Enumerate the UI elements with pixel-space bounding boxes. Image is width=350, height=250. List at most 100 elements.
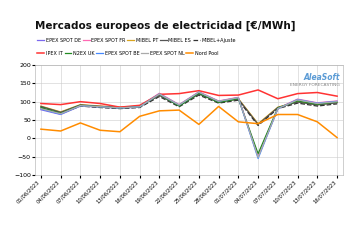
MIBEL+Ajuste [177,105,181,108]
MIBEL PT [78,103,83,106]
EPEX SPOT FR [39,107,43,110]
MIBEL+Ajuste [78,104,83,108]
EPEX SPOT DE [138,106,142,109]
MIBEL ES [197,92,201,96]
MIBEL PT [335,101,339,104]
EPEX SPOT FR [197,90,201,93]
Nord Pool [58,130,63,132]
EPEX SPOT DE [58,113,63,116]
MIBEL ES [157,94,161,97]
IPEX IT [335,95,339,98]
EPEX SPOT DE [39,108,43,111]
N2EX UK [118,106,122,110]
IPEX IT [78,100,83,103]
MIBEL PT [98,104,102,108]
EPEX SPOT NL [315,102,320,105]
MIBEL PT [315,103,320,106]
N2EX UK [78,104,83,107]
EPEX SPOT FR [78,104,83,107]
MIBEL+Ajuste [138,106,142,109]
EPEX SPOT BE [197,91,201,94]
MIBEL PT [197,92,201,95]
EPEX SPOT BE [98,105,102,108]
EPEX SPOT BE [39,108,43,110]
MIBEL ES [98,105,102,108]
EPEX SPOT FR [217,100,221,102]
MIBEL ES [236,98,240,100]
Nord Pool [197,123,201,126]
MIBEL PT [58,110,63,114]
EPEX SPOT NL [58,112,63,115]
MIBEL+Ajuste [315,104,320,108]
MIBEL ES [78,104,83,106]
MIBEL ES [217,100,221,103]
EPEX SPOT FR [315,101,320,104]
EPEX SPOT NL [276,107,280,110]
IPEX IT [197,89,201,92]
MIBEL PT [276,106,280,109]
EPEX SPOT DE [98,106,102,109]
Nord Pool [256,122,260,125]
EPEX SPOT NL [335,100,339,103]
N2EX UK [315,103,320,106]
IPEX IT [138,104,142,107]
EPEX SPOT DE [177,104,181,107]
EPEX SPOT DE [78,104,83,108]
EPEX SPOT BE [256,157,260,160]
EPEX SPOT BE [217,100,221,103]
EPEX SPOT NL [98,105,102,108]
EPEX SPOT FR [276,107,280,110]
EPEX SPOT BE [335,100,339,103]
EPEX SPOT FR [138,104,142,108]
EPEX SPOT NL [118,106,122,110]
Nord Pool [217,105,221,108]
MIBEL PT [157,94,161,96]
EPEX SPOT FR [157,92,161,95]
EPEX SPOT BE [157,92,161,96]
Nord Pool [98,129,102,132]
EPEX SPOT DE [315,102,320,105]
MIBEL PT [177,104,181,107]
IPEX IT [236,94,240,96]
MIBEL PT [236,97,240,100]
IPEX IT [295,92,300,95]
EPEX SPOT NL [197,91,201,94]
Text: Mercados europeos de electricidad [€/MWh]: Mercados europeos de electricidad [€/MWh… [35,21,295,31]
EPEX SPOT NL [78,104,83,107]
Legend: IPEX IT, N2EX UK, EPEX SPOT BE, EPEX SPOT NL, Nord Pool: IPEX IT, N2EX UK, EPEX SPOT BE, EPEX SPO… [37,51,218,56]
MIBEL PT [118,106,122,109]
N2EX UK [276,106,280,110]
MIBEL ES [58,111,63,114]
EPEX SPOT BE [78,104,83,107]
EPEX SPOT NL [217,100,221,103]
EPEX SPOT BE [138,105,142,108]
EPEX SPOT BE [58,113,63,116]
EPEX SPOT FR [58,112,63,115]
MIBEL ES [256,123,260,126]
N2EX UK [335,100,339,103]
Text: AleaSoft: AleaSoft [303,73,340,82]
IPEX IT [157,93,161,96]
MIBEL+Ajuste [276,107,280,110]
Line: Nord Pool: Nord Pool [41,106,337,138]
IPEX IT [276,97,280,100]
N2EX UK [217,101,221,104]
EPEX SPOT BE [276,107,280,110]
IPEX IT [98,102,102,105]
Nord Pool [295,113,300,116]
N2EX UK [138,105,142,108]
IPEX IT [217,94,221,97]
EPEX SPOT BE [118,106,122,110]
Line: MIBEL PT: MIBEL PT [41,94,337,124]
MIBEL+Ajuste [98,106,102,109]
Nord Pool [39,128,43,131]
Line: EPEX SPOT BE: EPEX SPOT BE [41,92,337,158]
MIBEL ES [276,106,280,109]
MIBEL+Ajuste [197,94,201,96]
MIBEL ES [295,100,300,103]
MIBEL+Ajuste [236,99,240,102]
EPEX SPOT DE [236,96,240,100]
MIBEL PT [217,100,221,103]
N2EX UK [295,100,300,102]
Nord Pool [138,115,142,118]
